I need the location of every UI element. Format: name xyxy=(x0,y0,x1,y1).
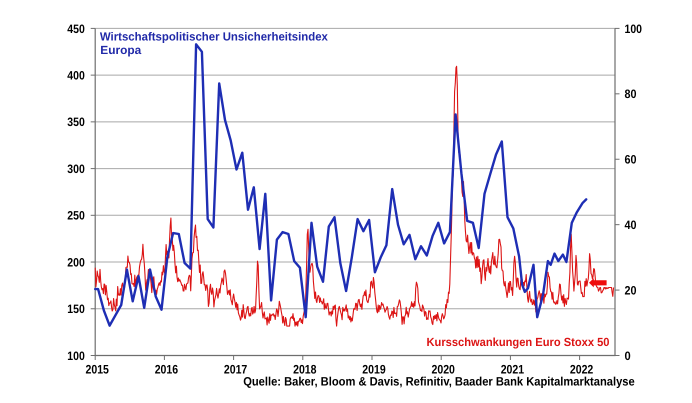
svg-text:2022: 2022 xyxy=(570,362,593,376)
svg-text:100: 100 xyxy=(625,22,643,36)
svg-text:400: 400 xyxy=(67,68,85,82)
svg-text:2017: 2017 xyxy=(224,362,247,376)
svg-text:Europa: Europa xyxy=(100,43,141,57)
svg-text:60: 60 xyxy=(625,153,637,167)
svg-text:2021: 2021 xyxy=(501,362,524,376)
svg-text:2015: 2015 xyxy=(86,362,109,376)
svg-text:Quelle: Baker, Bloom & Davis,: Quelle: Baker, Bloom & Davis, Refinitiv,… xyxy=(243,374,635,388)
svg-text:350: 350 xyxy=(67,115,85,129)
svg-text:0: 0 xyxy=(625,349,631,363)
svg-text:2016: 2016 xyxy=(155,362,178,376)
svg-text:40: 40 xyxy=(625,218,637,232)
svg-text:Kursschwankungen Euro Stoxx 50: Kursschwankungen Euro Stoxx 50 xyxy=(427,335,610,349)
svg-text:450: 450 xyxy=(67,22,85,36)
svg-text:300: 300 xyxy=(67,162,85,176)
svg-text:20: 20 xyxy=(625,283,637,297)
svg-text:150: 150 xyxy=(67,302,85,316)
svg-text:100: 100 xyxy=(67,349,85,363)
svg-text:80: 80 xyxy=(625,87,637,101)
svg-text:2020: 2020 xyxy=(432,362,455,376)
svg-text:200: 200 xyxy=(67,255,85,269)
svg-text:2019: 2019 xyxy=(362,362,385,376)
svg-text:250: 250 xyxy=(67,209,85,223)
svg-text:2018: 2018 xyxy=(293,362,316,376)
svg-text:Wirtschaftspolitischer Unsiche: Wirtschaftspolitischer Unsicherheitsinde… xyxy=(100,30,328,44)
